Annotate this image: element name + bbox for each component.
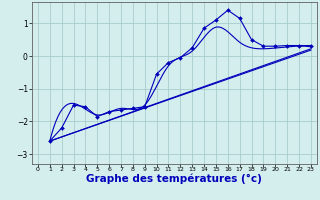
X-axis label: Graphe des températures (°c): Graphe des températures (°c): [86, 174, 262, 184]
